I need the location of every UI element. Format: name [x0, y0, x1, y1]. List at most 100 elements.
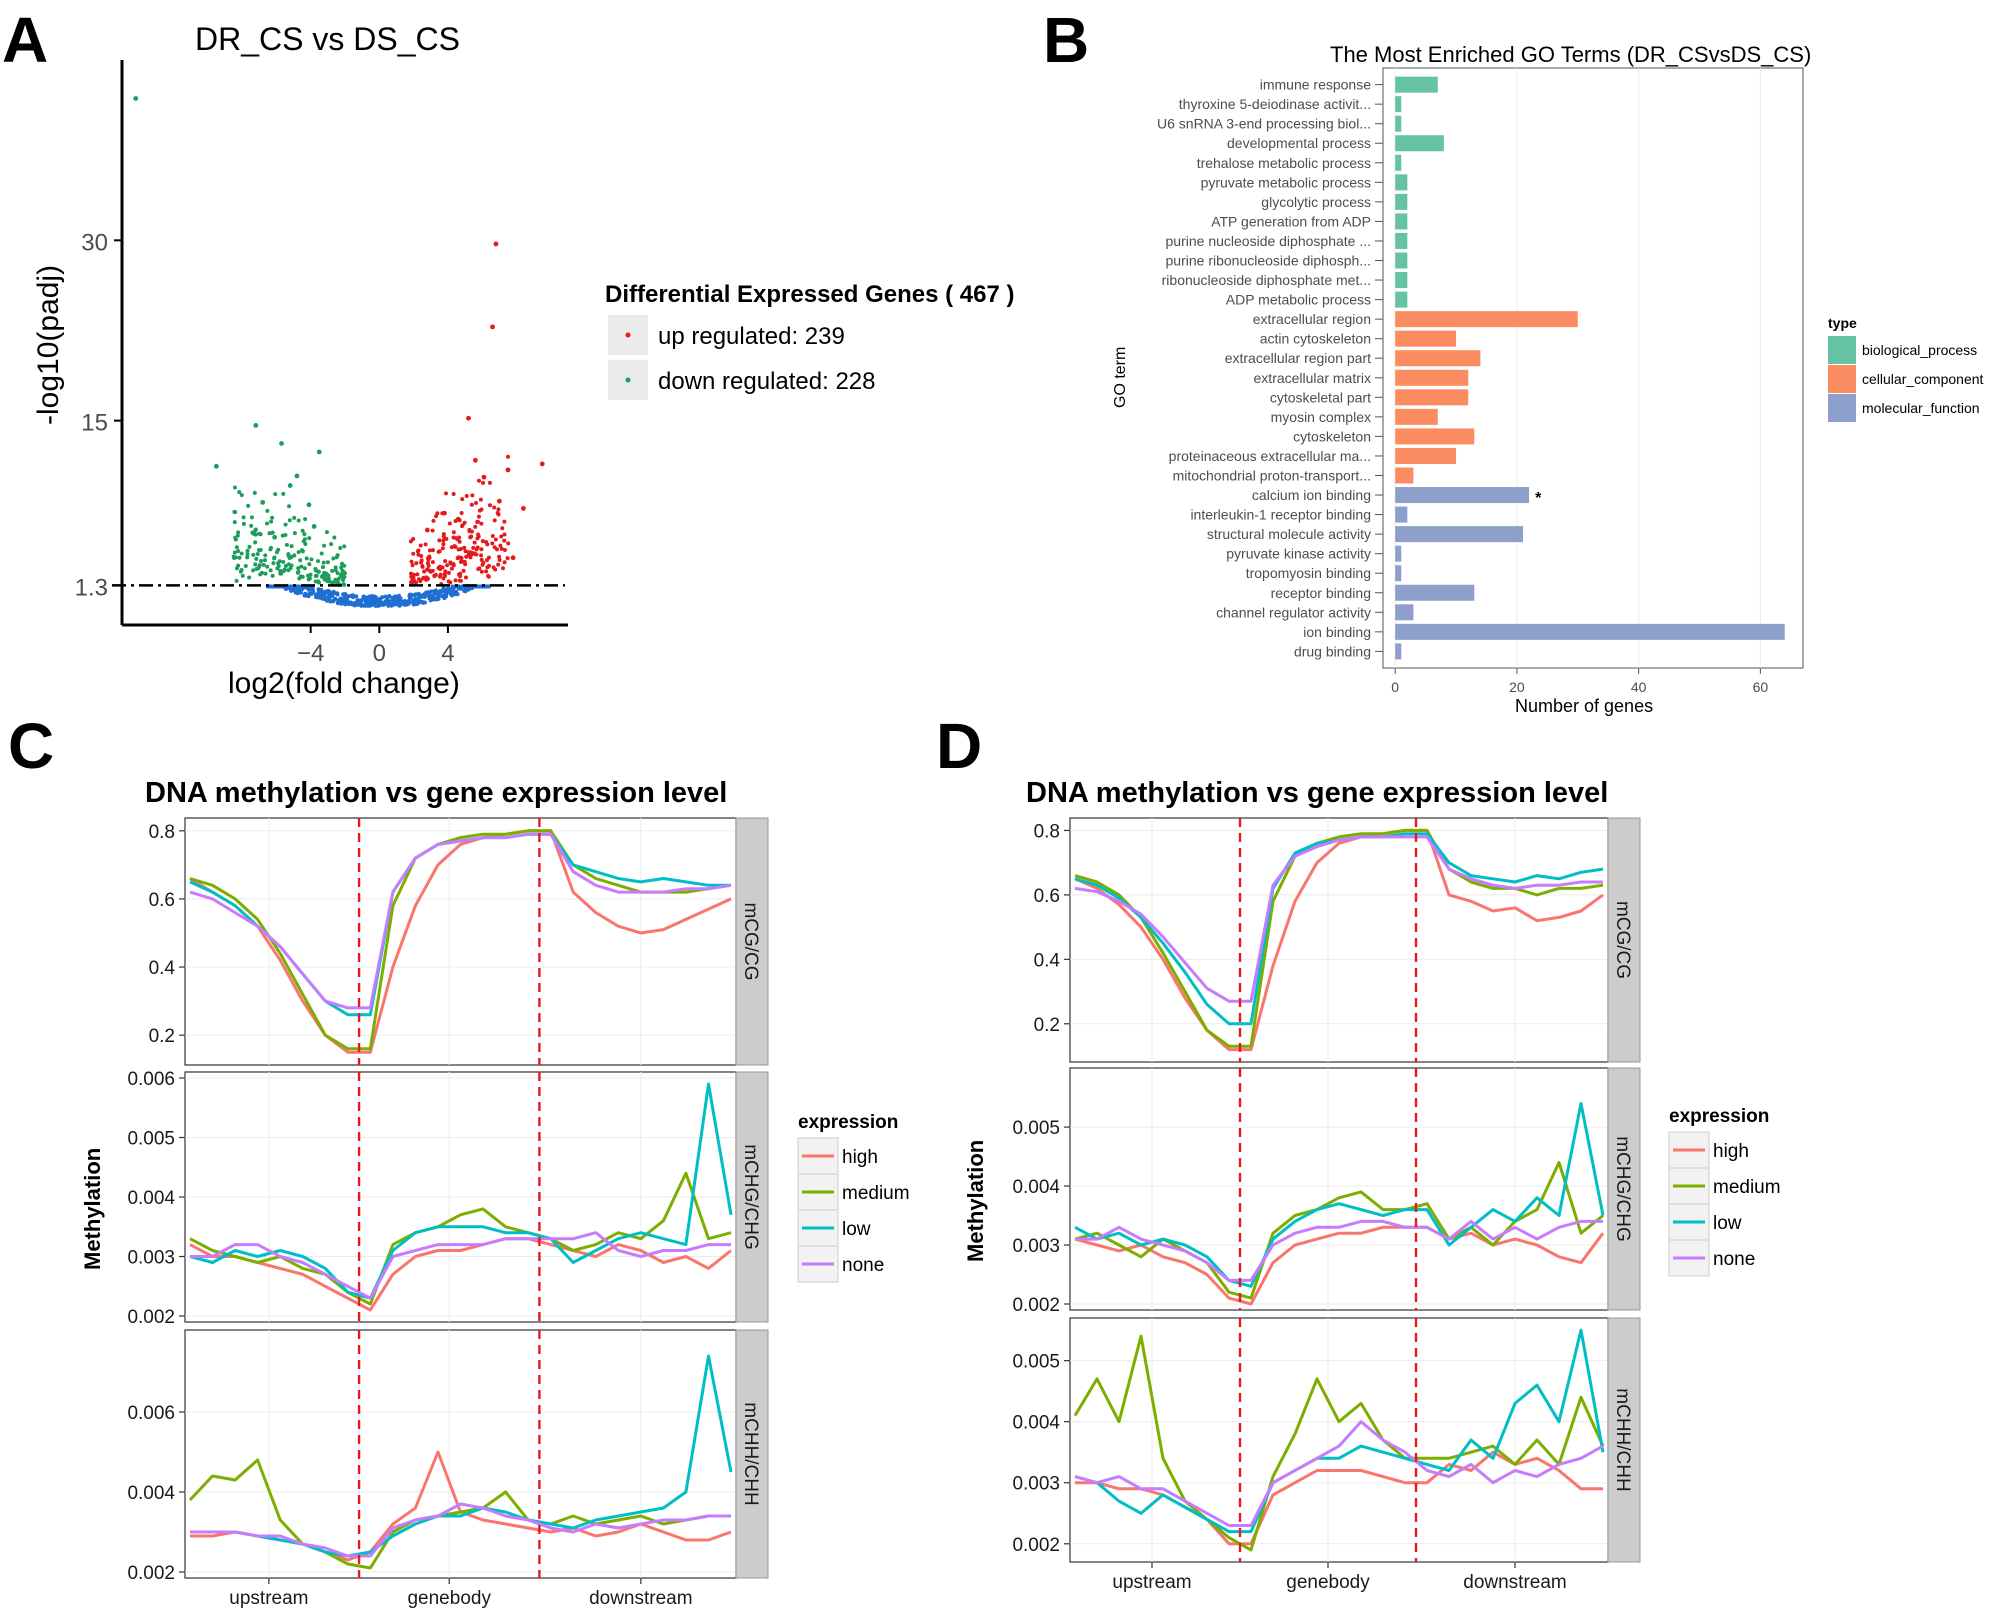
- point-up-regulated: [500, 526, 505, 531]
- point-up-regulated: [425, 556, 430, 561]
- go-bar: [1395, 213, 1408, 230]
- point-up-regulated: [505, 556, 510, 561]
- go-term-label: glycolytic process: [1261, 194, 1371, 210]
- point-down-regulated: [263, 571, 268, 576]
- point-up-regulated: [496, 562, 501, 567]
- series-line-low: [1074, 1328, 1605, 1534]
- point-down-regulated: [324, 530, 329, 535]
- point-down-regulated: [320, 565, 325, 570]
- point-down-regulated: [325, 560, 330, 565]
- point-up-regulated: [420, 563, 425, 568]
- point-not-significant: [454, 589, 459, 594]
- point-not-significant: [390, 595, 395, 600]
- facet-y-tick-label: 0.004: [127, 1483, 175, 1504]
- methylation-facets-d: mCG/CG 0.2 0.4 0.6 0.8 mCHG/CHG 0.002 0.003 0.00…: [1012, 817, 1641, 1593]
- point-up-regulated: [487, 480, 492, 485]
- point-down-regulated: [275, 566, 280, 571]
- expression-legend-d: expression high medium low none: [1668, 1106, 1781, 1277]
- volcano-xlabel: log2(fold change): [228, 667, 460, 700]
- facet-y-tick-label: 0.6: [1034, 886, 1060, 907]
- go-bar: [1395, 311, 1578, 328]
- go-bar: [1395, 291, 1408, 308]
- point-down-regulated: [319, 551, 324, 556]
- legend-label-cellular-component: cellular_component: [1862, 371, 1984, 387]
- point-down-regulated: [332, 535, 337, 540]
- point-down-regulated: [287, 504, 292, 509]
- expression-legend-c: expression high medium low none: [797, 1112, 910, 1283]
- point-not-significant: [317, 592, 322, 597]
- series-line-none: [1075, 1219, 1603, 1282]
- go-bar: [1395, 584, 1475, 601]
- point-not-significant: [343, 593, 348, 598]
- go-bar: [1395, 350, 1481, 367]
- point-not-significant: [437, 590, 442, 595]
- point-down-regulated: [303, 517, 308, 522]
- point-down-regulated: [284, 542, 289, 547]
- point-not-significant: [355, 598, 360, 603]
- legend-swatch-biological-process: [1828, 336, 1856, 364]
- point-down-regulated: [239, 493, 244, 498]
- point-down-regulated: [299, 548, 304, 553]
- legend-label-molecular-function: molecular_function: [1862, 400, 1980, 416]
- facet-y-tick-label: 0.4: [149, 958, 176, 979]
- point-up-regulated: [418, 543, 423, 548]
- point-down-regulated: [263, 553, 268, 558]
- point-up-regulated: [451, 535, 456, 540]
- y-tick-label: 30: [81, 229, 108, 256]
- point-down-regulated: [235, 533, 240, 538]
- point-up-regulated: [430, 560, 435, 565]
- point-up-regulated: [484, 569, 489, 574]
- point-not-significant: [414, 602, 419, 607]
- point-down-regulated: [283, 533, 288, 538]
- point-down-regulated: [326, 577, 331, 582]
- legend-label-low-c: low: [842, 1219, 871, 1240]
- point-down-regulated: [241, 515, 246, 520]
- series-line-medium: [188, 1458, 731, 1570]
- point-down-regulated: [253, 532, 258, 537]
- point-down-regulated: [296, 569, 301, 574]
- go-bar: [1395, 506, 1408, 523]
- go-x-tick-label: 0: [1391, 679, 1399, 695]
- go-term-label: actin cytoskeleton: [1260, 331, 1371, 347]
- facet-panel: [1069, 1317, 1609, 1563]
- point-not-significant: [409, 592, 414, 597]
- point-up-outlier: [493, 241, 499, 247]
- point-down-regulated: [276, 561, 281, 566]
- point-not-significant: [306, 594, 311, 599]
- point-down-regulated: [236, 563, 241, 568]
- point-down-regulated: [245, 555, 250, 560]
- point-down-regulated: [262, 558, 267, 563]
- go-bar: [1395, 96, 1402, 113]
- facet-y-tick-label: 0.006: [127, 1403, 175, 1424]
- point-not-significant: [361, 594, 366, 599]
- point-not-significant: [347, 594, 352, 599]
- point-down-regulated: [334, 555, 339, 560]
- point-up-regulated: [472, 551, 477, 556]
- point-down-regulated: [320, 574, 325, 579]
- point-down-regulated: [316, 569, 321, 574]
- point-not-significant: [307, 585, 312, 590]
- point-not-significant: [331, 589, 336, 594]
- point-up-regulated: [453, 578, 458, 583]
- panel-label-b: B: [1043, 4, 1089, 76]
- point-not-significant: [424, 590, 429, 595]
- point-down-regulated: [239, 551, 244, 556]
- facet-y-tick-label: 0.006: [127, 1069, 175, 1090]
- point-not-significant: [345, 598, 350, 603]
- point-down-regulated: [335, 571, 340, 576]
- facet-y-tick-label: 0.002: [1012, 1295, 1060, 1316]
- point-down-regulated: [300, 574, 305, 579]
- point-up-regulated: [409, 559, 414, 564]
- point-up-regulated: [459, 511, 464, 516]
- go-bar: [1395, 428, 1475, 445]
- volcano-points: [133, 96, 545, 608]
- point-up-regulated: [431, 518, 436, 523]
- panel-label-c: C: [8, 710, 54, 782]
- point-down-regulated: [289, 544, 294, 549]
- go-term-label: cytoskeleton: [1293, 428, 1371, 444]
- methylation-chart-d: DNA methylation vs gene expression level…: [963, 777, 1781, 1593]
- point-up-regulated: [476, 514, 481, 519]
- point-up-regulated: [477, 478, 482, 483]
- point-down-regulated: [256, 566, 261, 571]
- point-not-significant: [338, 596, 343, 601]
